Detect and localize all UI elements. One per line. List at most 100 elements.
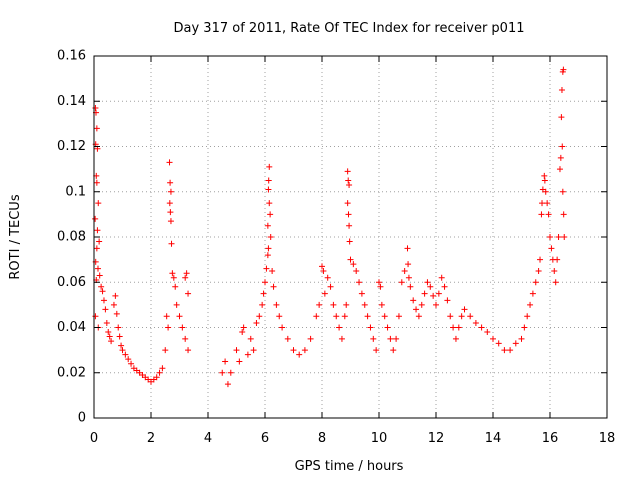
- data-point: [313, 313, 320, 320]
- y-tick-labels: 0 0.02 0.04 0.06 0.08 0.1 0.12 0.14 0.16: [57, 49, 86, 426]
- data-point: [96, 272, 103, 279]
- data-point: [370, 335, 377, 342]
- data-point: [542, 188, 549, 195]
- data-point: [167, 218, 174, 225]
- data-point: [478, 324, 485, 331]
- data-point: [418, 301, 425, 308]
- x-tick-label: 12: [428, 431, 445, 446]
- data-point: [559, 143, 566, 150]
- data-point: [185, 347, 192, 354]
- data-point: [345, 177, 352, 184]
- data-point: [321, 290, 328, 297]
- data-point: [450, 324, 457, 331]
- data-point: [239, 329, 246, 336]
- data-point: [259, 301, 266, 308]
- data-point: [367, 324, 374, 331]
- data-point: [472, 319, 479, 326]
- y-tick-label: 0.12: [57, 139, 86, 154]
- data-point: [545, 211, 552, 218]
- data-point: [458, 313, 465, 320]
- data-point: [356, 279, 363, 286]
- data-point: [555, 234, 562, 240]
- data-point: [518, 335, 525, 342]
- data-point: [98, 283, 105, 290]
- data-point: [125, 356, 132, 363]
- data-point: [377, 283, 384, 290]
- x-tick-label: 6: [261, 431, 269, 446]
- y-tick-label: 0.1: [65, 184, 86, 199]
- data-point: [94, 227, 101, 234]
- data-point: [301, 347, 308, 354]
- data-point: [100, 297, 107, 304]
- data-point: [224, 381, 231, 388]
- data-point: [93, 245, 100, 252]
- data-point: [290, 347, 297, 354]
- data-point: [527, 301, 534, 308]
- data-point: [560, 211, 567, 218]
- data-point: [444, 297, 451, 304]
- data-point: [166, 200, 173, 207]
- data-point: [438, 274, 445, 281]
- data-point: [559, 188, 566, 195]
- x-tick-label: 2: [147, 431, 155, 446]
- data-point: [273, 301, 280, 308]
- data-point: [541, 172, 548, 179]
- data-point: [266, 163, 273, 170]
- data-point: [384, 324, 391, 331]
- data-point: [561, 234, 568, 240]
- data-point: [183, 270, 190, 277]
- data-point: [267, 234, 274, 240]
- data-point: [512, 340, 519, 347]
- data-point: [544, 200, 551, 207]
- data-point: [264, 222, 271, 229]
- data-point: [163, 313, 170, 320]
- data-point: [119, 347, 126, 354]
- y-tick-label: 0.16: [57, 49, 86, 64]
- data-point: [421, 290, 428, 297]
- data-point: [316, 301, 323, 308]
- data-point: [270, 283, 277, 290]
- x-axis-label: GPS time / hours: [295, 459, 404, 474]
- data-point: [381, 313, 388, 320]
- data-point: [378, 301, 385, 308]
- y-tick-label: 0.14: [57, 94, 86, 109]
- y-axis-label: ROTI / TECUs: [8, 194, 23, 279]
- data-point: [102, 306, 109, 313]
- grid-layer: [94, 56, 607, 418]
- data-point: [156, 369, 163, 376]
- data-point: [455, 324, 462, 331]
- data-point: [113, 310, 120, 317]
- data-point: [165, 324, 172, 331]
- data-point: [105, 329, 112, 336]
- tick-layer: [93, 55, 608, 419]
- data-point: [233, 347, 240, 354]
- data-point: [407, 283, 414, 290]
- data-point: [128, 360, 135, 367]
- data-point: [307, 335, 314, 342]
- y-tick-label: 0.04: [57, 320, 86, 335]
- data-point: [262, 279, 268, 286]
- data-point: [253, 319, 260, 326]
- data-point: [430, 292, 437, 299]
- data-point: [115, 324, 122, 331]
- data-point: [153, 374, 160, 381]
- data-point: [535, 267, 542, 274]
- data-point: [324, 274, 331, 281]
- data-point: [484, 329, 491, 336]
- data-point: [265, 177, 272, 184]
- data-point: [410, 297, 417, 304]
- data-point: [265, 186, 272, 193]
- data-point: [269, 267, 276, 274]
- data-point: [176, 313, 183, 320]
- data-point: [557, 154, 564, 161]
- data-point: [260, 290, 267, 297]
- y-tick-label: 0.08: [57, 230, 86, 245]
- data-point: [401, 267, 408, 274]
- data-point: [169, 270, 176, 277]
- data-point: [112, 292, 119, 299]
- data-point: [552, 279, 559, 286]
- data-point: [110, 301, 117, 308]
- data-point: [172, 283, 179, 290]
- data-point: [495, 340, 502, 347]
- data-point: [490, 335, 496, 342]
